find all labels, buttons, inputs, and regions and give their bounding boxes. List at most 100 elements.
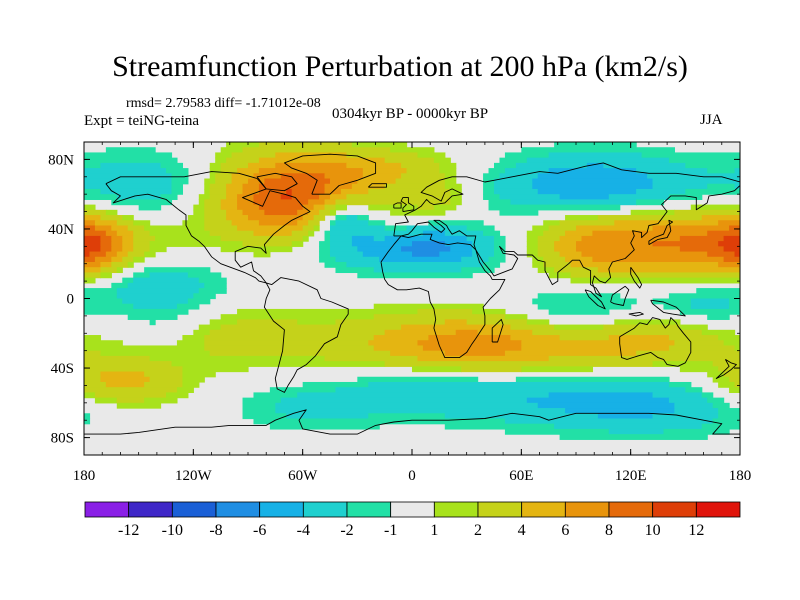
field-cell bbox=[209, 230, 255, 237]
colorbar-swatch bbox=[564, 501, 610, 518]
field-cell bbox=[138, 204, 162, 211]
field-cell bbox=[226, 142, 260, 148]
field-cell bbox=[510, 335, 561, 341]
field-cell bbox=[679, 366, 719, 373]
field-cell bbox=[204, 282, 227, 289]
field-cell bbox=[537, 293, 621, 300]
new-guinea-coast bbox=[650, 299, 686, 317]
field-cell bbox=[330, 241, 353, 247]
field-cell bbox=[204, 199, 222, 206]
field-cell bbox=[127, 225, 145, 232]
colorbar-label: -12 bbox=[118, 522, 139, 539]
field-cell bbox=[603, 162, 686, 169]
field-cell bbox=[668, 293, 740, 300]
field-cell bbox=[532, 178, 654, 185]
eurasia-coast bbox=[393, 162, 740, 298]
field-cell bbox=[187, 298, 211, 305]
field-cell bbox=[707, 183, 736, 190]
field-cell bbox=[707, 251, 736, 258]
period-label: 0304kyr BP - 0000kyr BP bbox=[331, 106, 489, 122]
field-cell bbox=[330, 178, 358, 185]
field-cell bbox=[319, 241, 331, 247]
north-america-coast bbox=[105, 171, 311, 284]
field-cell bbox=[417, 204, 435, 211]
field-cell bbox=[548, 272, 572, 279]
antarctica-coast bbox=[84, 409, 740, 435]
field-cell bbox=[346, 162, 402, 169]
field-cell bbox=[444, 423, 555, 430]
field-cell bbox=[335, 319, 446, 326]
field-cell bbox=[537, 246, 555, 253]
field-cell bbox=[395, 178, 446, 185]
field-cell bbox=[351, 235, 375, 242]
field-cell bbox=[504, 168, 550, 174]
field-cell bbox=[237, 168, 260, 174]
field-cell bbox=[324, 230, 331, 237]
field-cell bbox=[499, 209, 539, 216]
field-cell bbox=[559, 434, 708, 440]
colorbar-swatch bbox=[215, 501, 261, 518]
field-cell bbox=[330, 225, 386, 232]
field-cell bbox=[351, 241, 413, 247]
field-cell bbox=[291, 188, 326, 195]
field-cell bbox=[614, 220, 719, 227]
field-cell bbox=[209, 188, 227, 195]
borneo-coast bbox=[610, 285, 630, 306]
field-cell bbox=[335, 215, 347, 221]
field-cell bbox=[597, 267, 740, 274]
field-cell bbox=[504, 428, 610, 435]
field-cell bbox=[472, 251, 495, 258]
season-label: JJA bbox=[700, 112, 723, 128]
colorbar: -12 -10 -8 -6 -4 -2 -1 1 2 4 6 8 10 12 bbox=[84, 501, 741, 539]
field-cell bbox=[127, 261, 134, 268]
field-cell bbox=[444, 319, 468, 326]
field-cell bbox=[488, 204, 621, 211]
colorbar-label: 4 bbox=[518, 522, 526, 539]
field-cell bbox=[483, 188, 495, 195]
field-cell bbox=[526, 157, 670, 164]
field-cell bbox=[417, 308, 473, 315]
colorbar-label: 6 bbox=[561, 522, 569, 539]
field-cell bbox=[171, 183, 183, 190]
field-cell bbox=[209, 168, 222, 174]
field-cell bbox=[559, 194, 610, 200]
field-cell bbox=[84, 183, 173, 190]
field-cell bbox=[723, 235, 740, 242]
field-cell bbox=[237, 199, 255, 206]
field-cell bbox=[384, 225, 408, 232]
iceland-coast bbox=[367, 183, 387, 188]
field-cell bbox=[144, 225, 205, 232]
field-cell bbox=[84, 235, 101, 242]
field-cell bbox=[422, 345, 522, 352]
experiment-label: Expt = teiNG-teina bbox=[84, 113, 200, 129]
field-cell bbox=[84, 308, 189, 315]
field-cell bbox=[668, 397, 708, 404]
field-cell bbox=[116, 230, 134, 237]
field-cell bbox=[193, 209, 205, 216]
field-cell bbox=[84, 345, 205, 352]
field-cell bbox=[84, 157, 178, 164]
field-cell bbox=[554, 423, 703, 430]
field-cell bbox=[122, 235, 134, 242]
field-cell bbox=[636, 168, 708, 174]
field-cell bbox=[122, 277, 134, 284]
field-cell bbox=[84, 272, 101, 279]
field-cell bbox=[209, 162, 222, 169]
field-cell bbox=[652, 241, 719, 247]
field-cell bbox=[127, 282, 205, 289]
field-cell bbox=[133, 241, 151, 247]
field-cell bbox=[100, 235, 112, 242]
field-cell bbox=[570, 277, 740, 284]
field-cell bbox=[521, 340, 675, 347]
field-cell bbox=[384, 157, 435, 164]
field-cell bbox=[373, 303, 484, 310]
field-cell bbox=[450, 188, 462, 195]
colorbar-label: 8 bbox=[605, 522, 613, 539]
colorbar-swatch bbox=[171, 501, 217, 518]
field-cell bbox=[330, 246, 358, 253]
field-cell bbox=[209, 194, 227, 200]
field-cell bbox=[554, 241, 577, 247]
field-cell bbox=[483, 194, 501, 200]
field-cell bbox=[461, 256, 490, 263]
field-cell bbox=[204, 204, 222, 211]
